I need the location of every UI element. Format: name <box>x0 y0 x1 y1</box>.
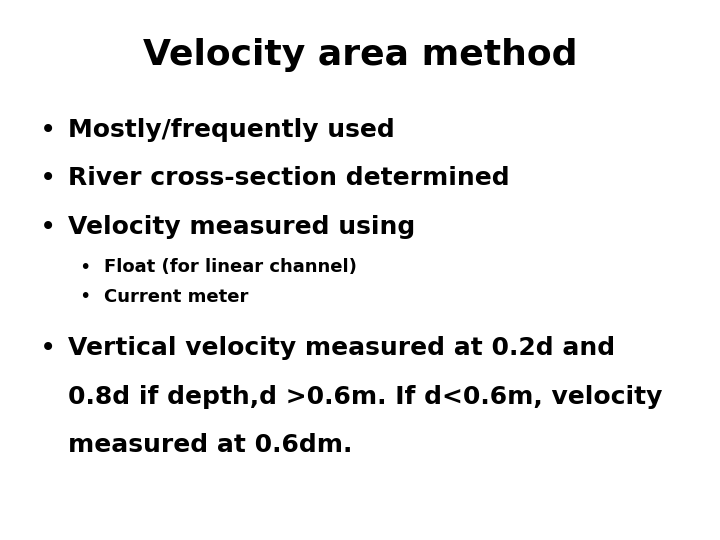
Text: Float (for linear channel): Float (for linear channel) <box>104 258 357 276</box>
Text: 0.8d if depth,d >0.6m. If d<0.6m, velocity: 0.8d if depth,d >0.6m. If d<0.6m, veloci… <box>68 385 663 409</box>
Text: •: • <box>40 164 56 192</box>
Text: River cross-section determined: River cross-section determined <box>68 166 510 190</box>
Text: •: • <box>40 213 56 241</box>
Text: measured at 0.6dm.: measured at 0.6dm. <box>68 434 353 457</box>
Text: Vertical velocity measured at 0.2d and: Vertical velocity measured at 0.2d and <box>68 336 616 360</box>
Text: Velocity measured using: Velocity measured using <box>68 215 415 239</box>
Text: •: • <box>79 258 91 277</box>
Text: Current meter: Current meter <box>104 288 249 306</box>
Text: Velocity area method: Velocity area method <box>143 38 577 72</box>
Text: Mostly/frequently used: Mostly/frequently used <box>68 118 395 141</box>
Text: •: • <box>40 334 56 362</box>
Text: •: • <box>40 116 56 144</box>
Text: •: • <box>79 287 91 307</box>
